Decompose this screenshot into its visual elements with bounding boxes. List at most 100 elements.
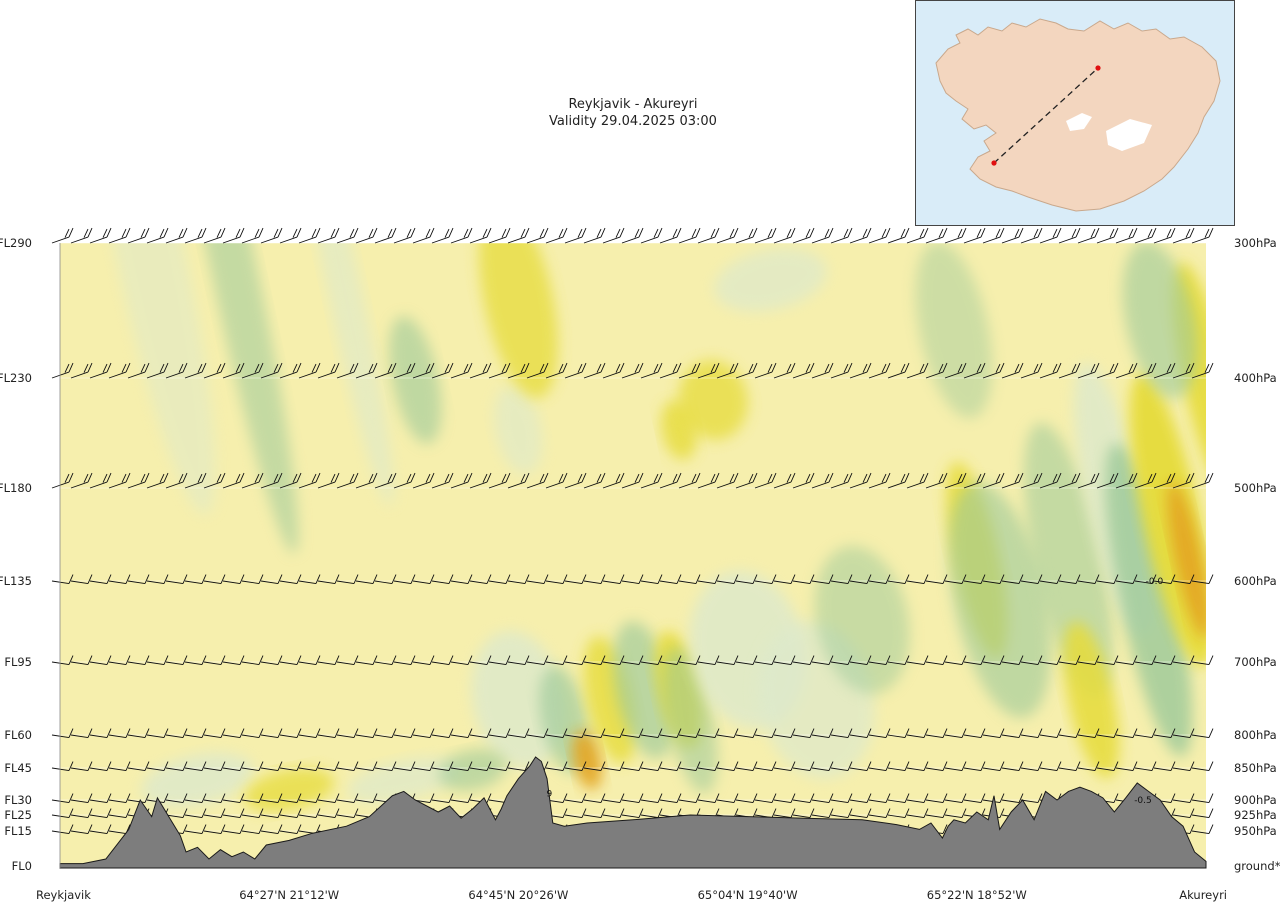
- wind-barb: [564, 574, 587, 584]
- wind-barb: [716, 793, 739, 803]
- wind-barb: [735, 362, 758, 379]
- wind-barb: [868, 793, 891, 803]
- wind-barb: [1153, 574, 1176, 584]
- wind-barb: [70, 824, 93, 834]
- field-band: [572, 730, 602, 790]
- wind-barb: [963, 793, 986, 803]
- wind-barb: [317, 362, 340, 379]
- wind-barb: [51, 761, 74, 771]
- wind-barb: [1191, 728, 1214, 738]
- wind-barb: [507, 655, 530, 665]
- wind-barb: [1191, 227, 1214, 244]
- wind-barb: [583, 574, 606, 584]
- wind-barb: [887, 655, 910, 665]
- wind-barb: [488, 227, 511, 244]
- wind-barb: [108, 472, 131, 489]
- wind-barb: [602, 227, 625, 244]
- wind-barb: [621, 808, 644, 818]
- field-band: [662, 646, 718, 794]
- wind-barb: [165, 793, 188, 803]
- wind-barb: [431, 728, 454, 738]
- wind-barb: [1096, 655, 1119, 665]
- wind-barb: [849, 761, 872, 771]
- wind-barb: [1020, 761, 1043, 771]
- wind-barb: [659, 227, 682, 244]
- wind-barb: [583, 728, 606, 738]
- wind-barb: [108, 655, 131, 665]
- wind-barb: [488, 761, 511, 771]
- wind-barb: [811, 362, 834, 379]
- wind-barb: [241, 761, 264, 771]
- wind-barb: [906, 761, 929, 771]
- wind-barb: [1096, 227, 1119, 244]
- wind-barb: [488, 472, 511, 489]
- wind-barb: [1096, 362, 1119, 379]
- wind-barb: [241, 655, 264, 665]
- wind-barb: [127, 574, 150, 584]
- wind-barb: [222, 227, 245, 244]
- wind-barb: [412, 728, 435, 738]
- wind-barb: [317, 761, 340, 771]
- wind-barb: [545, 227, 568, 244]
- wind-barb: [336, 793, 359, 803]
- wind-barb: [355, 728, 378, 738]
- wind-barb: [393, 472, 416, 489]
- wind-barb: [469, 728, 492, 738]
- wind-barb: [1134, 728, 1157, 738]
- wind-barb: [564, 808, 587, 818]
- wind-barb: [222, 761, 245, 771]
- wind-barb: [469, 227, 492, 244]
- wind-barb: [70, 793, 93, 803]
- wind-barb: [70, 362, 93, 379]
- pressure-tick-label: 925hPa: [1234, 808, 1277, 822]
- wind-barb: [260, 655, 283, 665]
- wind-barb: [982, 728, 1005, 738]
- wind-barb: [70, 728, 93, 738]
- wind-barb: [716, 728, 739, 738]
- wind-barb: [260, 362, 283, 379]
- wind-barb: [146, 574, 169, 584]
- wind-barb: [963, 655, 986, 665]
- wind-barb: [431, 655, 454, 665]
- wind-barb: [203, 227, 226, 244]
- pressure-tick-label: 800hPa: [1234, 728, 1277, 742]
- wind-barb: [1096, 574, 1119, 584]
- wind-barb: [336, 655, 359, 665]
- wind-barb: [868, 574, 891, 584]
- wind-barb: [336, 761, 359, 771]
- wind-barb: [564, 472, 587, 489]
- route-start-marker: [991, 160, 997, 166]
- wind-barb: [602, 362, 625, 379]
- wind-barb: [583, 472, 606, 489]
- wind-barb: [906, 472, 929, 489]
- wind-barb: [545, 728, 568, 738]
- wind-barb: [678, 655, 701, 665]
- route-tick-label: 64°45'N 20°26'W: [468, 888, 568, 902]
- wind-barb: [678, 472, 701, 489]
- route-map: [915, 0, 1235, 226]
- wind-barb: [754, 655, 777, 665]
- wind-barb: [1020, 655, 1043, 665]
- wind-barb: [526, 362, 549, 379]
- wind-barb: [716, 574, 739, 584]
- wind-barb: [678, 728, 701, 738]
- wind-barb: [51, 808, 74, 818]
- wind-barb: [792, 793, 815, 803]
- wind-barb: [203, 362, 226, 379]
- wind-barb: [374, 655, 397, 665]
- wind-barb: [735, 472, 758, 489]
- wind-barb: [393, 362, 416, 379]
- wind-barb: [830, 472, 853, 489]
- wind-barb: [355, 472, 378, 489]
- wind-barb: [70, 761, 93, 771]
- wind-barb: [431, 227, 454, 244]
- wind-barb: [1115, 574, 1138, 584]
- wind-barb: [963, 728, 986, 738]
- wind-barb: [792, 574, 815, 584]
- wind-barb: [412, 574, 435, 584]
- field-band: [1167, 481, 1206, 639]
- wind-barb: [317, 574, 340, 584]
- wind-barb: [906, 574, 929, 584]
- wind-barb: [963, 574, 986, 584]
- field-band: [915, 243, 993, 419]
